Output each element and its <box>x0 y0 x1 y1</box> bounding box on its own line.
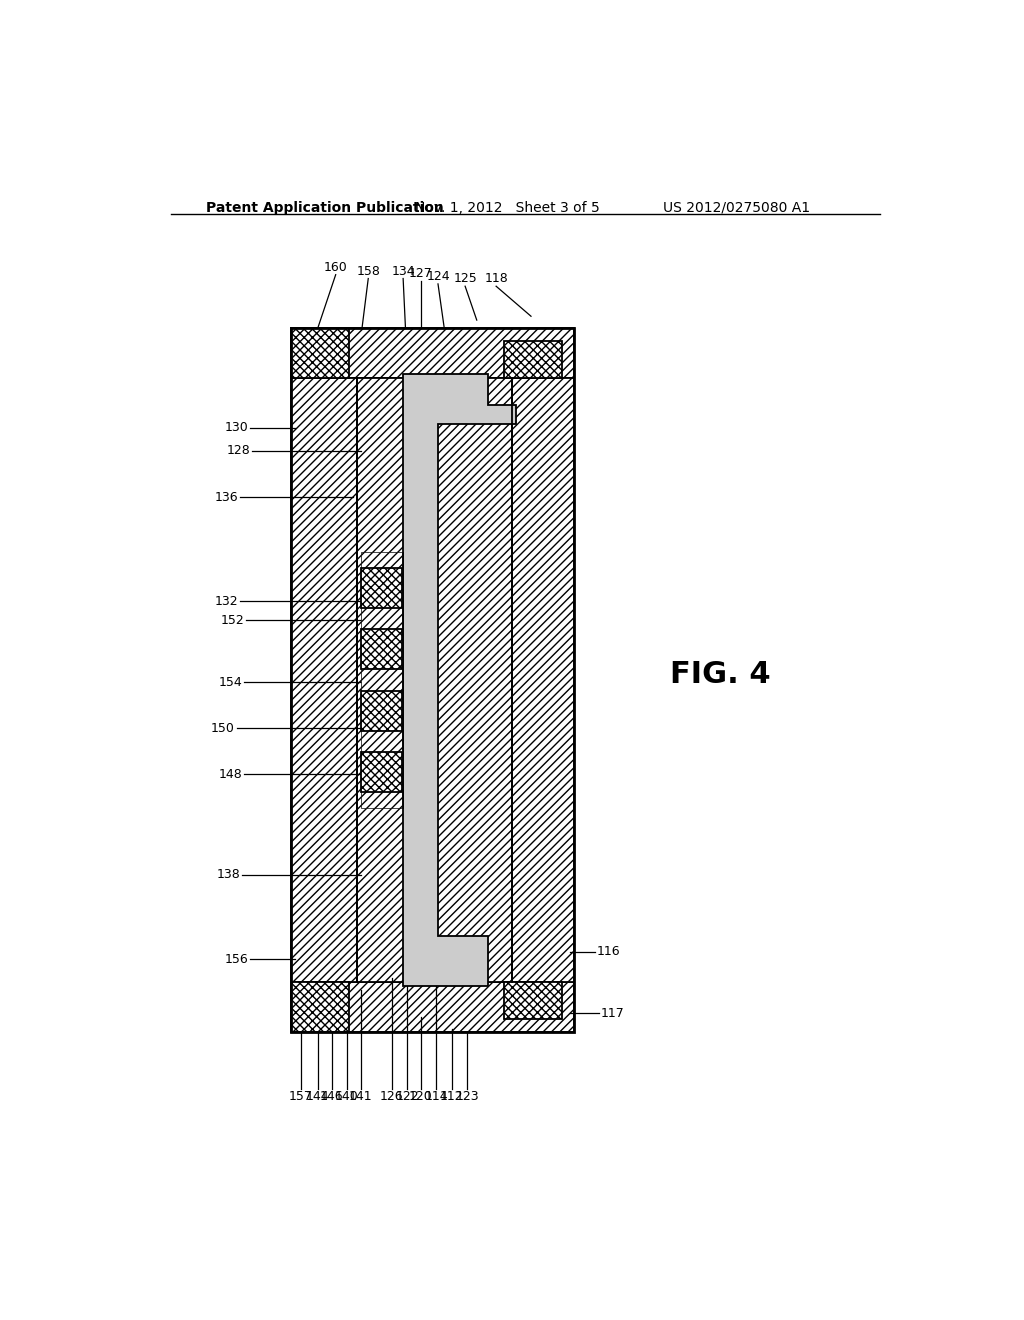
Text: 125: 125 <box>454 272 477 285</box>
Bar <box>360 552 401 808</box>
Bar <box>291 982 349 1032</box>
Text: 144: 144 <box>306 1090 330 1104</box>
Bar <box>360 630 401 669</box>
Text: 154: 154 <box>219 676 243 689</box>
Text: 122: 122 <box>395 1090 419 1104</box>
Text: 132: 132 <box>214 594 238 607</box>
Polygon shape <box>403 374 515 986</box>
Text: US 2012/0275080 A1: US 2012/0275080 A1 <box>663 201 810 215</box>
Text: 157: 157 <box>289 1090 312 1104</box>
Text: 130: 130 <box>224 421 248 434</box>
Bar <box>504 341 562 378</box>
Bar <box>291 327 573 378</box>
Text: 141: 141 <box>349 1090 373 1104</box>
Text: 124: 124 <box>426 271 450 284</box>
Text: 150: 150 <box>211 722 234 735</box>
Bar <box>512 378 573 982</box>
Bar <box>291 378 356 982</box>
Text: 156: 156 <box>224 953 248 966</box>
Text: 123: 123 <box>456 1090 479 1104</box>
Text: 136: 136 <box>214 491 238 504</box>
Text: Patent Application Publication: Patent Application Publication <box>206 201 443 215</box>
Bar <box>360 690 401 731</box>
Text: 118: 118 <box>484 272 508 285</box>
Bar <box>360 568 401 607</box>
Text: 116: 116 <box>597 945 621 958</box>
Text: 140: 140 <box>335 1090 358 1104</box>
Text: FIG. 4: FIG. 4 <box>671 660 771 689</box>
Bar <box>291 327 349 378</box>
Bar <box>291 327 573 1032</box>
Text: 114: 114 <box>425 1090 449 1104</box>
Text: 152: 152 <box>220 614 245 627</box>
Text: 138: 138 <box>217 869 241 880</box>
Text: 112: 112 <box>440 1090 464 1104</box>
Text: 148: 148 <box>219 768 243 781</box>
Text: 127: 127 <box>409 267 433 280</box>
Bar <box>356 378 512 982</box>
Bar <box>360 752 401 792</box>
Bar <box>504 982 562 1019</box>
Text: 146: 146 <box>321 1090 344 1104</box>
Text: 126: 126 <box>380 1090 403 1104</box>
Bar <box>291 982 573 1032</box>
Text: 160: 160 <box>324 261 347 275</box>
Text: 128: 128 <box>226 445 251 458</box>
Text: 134: 134 <box>391 265 415 277</box>
Text: 120: 120 <box>409 1090 433 1104</box>
Text: Nov. 1, 2012   Sheet 3 of 5: Nov. 1, 2012 Sheet 3 of 5 <box>415 201 599 215</box>
Text: 117: 117 <box>601 1007 625 1019</box>
Text: 158: 158 <box>356 265 380 277</box>
